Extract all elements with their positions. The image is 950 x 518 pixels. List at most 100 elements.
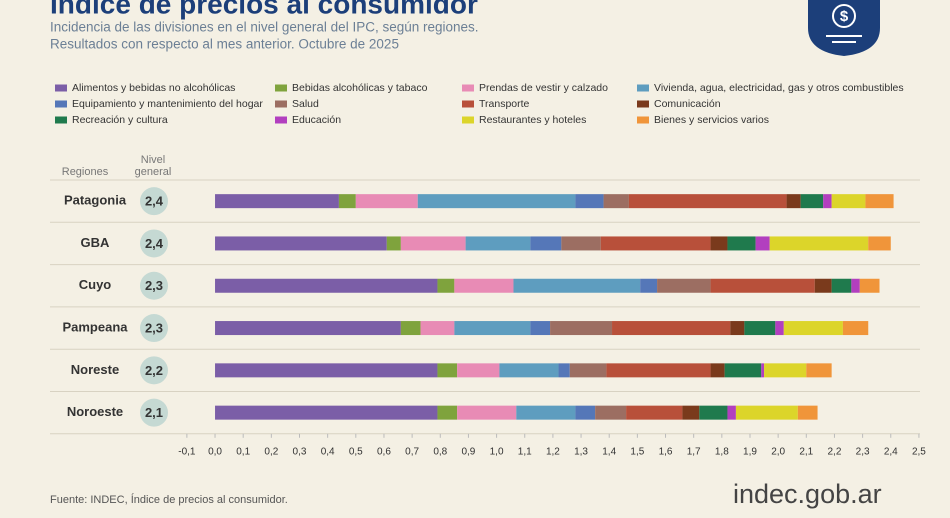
bar-segment xyxy=(457,363,500,378)
legend-swatch xyxy=(462,116,474,124)
bar-segment xyxy=(437,405,458,420)
bar-segment xyxy=(386,236,401,251)
legend-label: Restaurantes y hoteles xyxy=(479,114,586,126)
bar-segment xyxy=(530,236,562,251)
x-tick-label: 0,6 xyxy=(377,447,391,458)
legend-swatch xyxy=(275,84,287,92)
x-tick-label: 1,8 xyxy=(715,447,729,458)
legend-swatch xyxy=(637,84,649,92)
general-label: 2,2 xyxy=(145,363,163,378)
bar-segment xyxy=(761,363,765,378)
bar-segment xyxy=(612,321,731,336)
bar-segment xyxy=(775,321,784,336)
bar-segment xyxy=(823,194,832,209)
x-tick-label: 2,2 xyxy=(828,447,842,458)
column-header: general xyxy=(135,166,172,178)
bar-segment xyxy=(355,194,418,209)
general-label: 2,3 xyxy=(145,320,163,335)
bar-segment xyxy=(797,405,818,420)
bar-segment xyxy=(730,321,745,336)
bar-segment xyxy=(606,363,711,378)
legend-swatch xyxy=(462,84,474,92)
bar-segment xyxy=(603,194,629,209)
bar-segment xyxy=(575,194,604,209)
x-tick-label: 1,5 xyxy=(630,447,644,458)
subtitle: Resultados con respecto al mes anterior.… xyxy=(50,37,399,52)
bar-segment xyxy=(735,405,798,420)
column-header: Regiones xyxy=(62,166,109,178)
bar-segment xyxy=(727,405,736,420)
bar-segment xyxy=(516,405,576,420)
x-tick-label: 2,4 xyxy=(884,447,898,458)
bar-segment xyxy=(626,405,683,420)
bar-segment xyxy=(640,278,658,293)
legend-swatch xyxy=(637,116,649,124)
row-label: Patagonia xyxy=(64,193,127,208)
row-label: Noroeste xyxy=(67,404,123,419)
bar-segment xyxy=(710,278,815,293)
bar-segment xyxy=(800,194,824,209)
bar-segment xyxy=(215,194,339,209)
bar-segment xyxy=(558,363,570,378)
bar-segment xyxy=(215,236,387,251)
bar-segment xyxy=(595,405,627,420)
bar-segment xyxy=(657,278,711,293)
bar-segment xyxy=(764,363,807,378)
bar-segment xyxy=(550,321,613,336)
bar-segment xyxy=(400,236,466,251)
legend-swatch xyxy=(275,116,287,124)
bar-segment xyxy=(499,363,559,378)
source: Fuente: INDEC, Índice de precios al cons… xyxy=(50,493,288,506)
brand: indec.gob.ar xyxy=(733,479,882,509)
bar-segment xyxy=(814,278,832,293)
bar-segment xyxy=(628,194,787,209)
legend-label: Bebidas alcohólicas y tabaco xyxy=(292,82,428,94)
x-tick-label: -0,1 xyxy=(178,447,196,458)
x-tick-label: 1,7 xyxy=(687,447,701,458)
x-tick-label: 2,0 xyxy=(771,447,785,458)
general-badge xyxy=(140,356,168,385)
general-label: 2,1 xyxy=(145,405,163,420)
legend-label: Salud xyxy=(292,98,319,110)
legend-label: Prendas de vestir y calzado xyxy=(479,82,608,94)
column-header: Nivel xyxy=(141,154,165,166)
row-label: Noreste xyxy=(71,362,119,377)
legend-label: Educación xyxy=(292,114,341,126)
bar-segment xyxy=(457,405,517,420)
x-tick-label: 2,5 xyxy=(912,447,926,458)
chart-title: Índice de precios al consumidor xyxy=(50,0,478,19)
bar-segment xyxy=(400,321,421,336)
general-label: 2,3 xyxy=(145,278,163,293)
general-badge xyxy=(140,398,168,427)
x-tick-label: 0,1 xyxy=(236,447,250,458)
bar-segment xyxy=(755,236,770,251)
bar-segment xyxy=(710,236,728,251)
bar-segment xyxy=(454,278,514,293)
bar-segment xyxy=(682,405,700,420)
subtitle: Incidencia de las divisiones en el nivel… xyxy=(50,20,479,35)
legend-swatch xyxy=(275,100,287,108)
bar-segment xyxy=(530,321,551,336)
x-tick-label: 1,0 xyxy=(490,447,504,458)
bar-segment xyxy=(831,278,852,293)
row-label: Pampeana xyxy=(62,319,128,334)
bar-segment xyxy=(465,236,531,251)
bar-segment xyxy=(865,194,894,209)
bar-segment xyxy=(454,321,531,336)
x-tick-label: 0,4 xyxy=(321,447,335,458)
bar-segment xyxy=(215,405,438,420)
general-label: 2,4 xyxy=(145,194,164,209)
x-tick-label: 0,8 xyxy=(433,447,447,458)
legend-label: Recreación y cultura xyxy=(72,114,168,126)
legend-label: Comunicación xyxy=(654,98,721,110)
legend-label: Alimentos y bebidas no alcohólicas xyxy=(72,82,235,94)
bar-segment xyxy=(215,363,438,378)
bar-segment xyxy=(783,321,843,336)
x-tick-label: 1,9 xyxy=(743,447,757,458)
bar-segment xyxy=(727,236,756,251)
x-tick-label: 2,3 xyxy=(856,447,870,458)
bar-segment xyxy=(859,278,880,293)
general-badge xyxy=(140,314,168,343)
bar-segment xyxy=(710,363,725,378)
